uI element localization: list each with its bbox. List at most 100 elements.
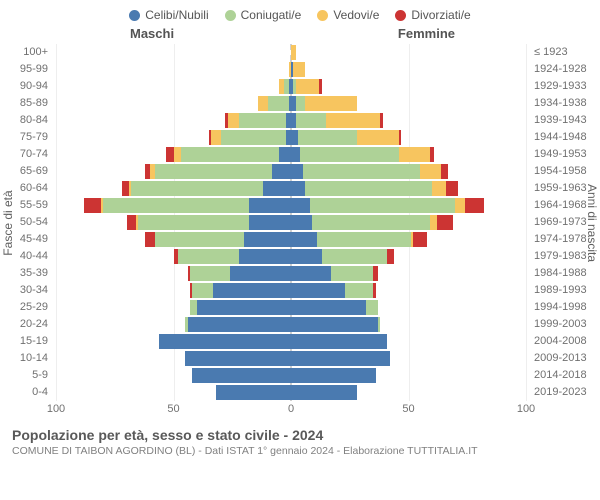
bar-segment-coniugati — [138, 215, 248, 230]
bar-segment-coniugati — [192, 283, 213, 298]
bar-segment-celibi — [244, 232, 291, 247]
bar-segment-celibi — [291, 334, 387, 349]
bar-segment-coniugati — [366, 300, 378, 315]
birth-year-label: 1969-1973 — [528, 214, 600, 231]
bar-segment-celibi — [291, 147, 300, 162]
bar-area — [56, 299, 526, 316]
bar-segment-celibi — [230, 266, 291, 281]
bar-segment-celibi — [291, 215, 312, 230]
bar-female — [291, 317, 380, 332]
birth-year-label: 2019-2023 — [528, 384, 600, 401]
bar-segment-coniugati — [155, 232, 244, 247]
age-label: 25-29 — [0, 299, 54, 316]
age-label: 5-9 — [0, 367, 54, 384]
bar-segment-coniugati — [181, 147, 280, 162]
bar-area — [56, 333, 526, 350]
bar-segment-divorziati — [373, 266, 378, 281]
bar-area — [56, 95, 526, 112]
pyramid-row: 15-192004-2008 — [0, 333, 600, 350]
bar-area — [56, 248, 526, 265]
age-label: 0-4 — [0, 384, 54, 401]
bar-male — [192, 368, 291, 383]
bar-segment-coniugati — [331, 266, 373, 281]
pyramid-row: 40-441979-1983 — [0, 248, 600, 265]
bar-segment-celibi — [249, 215, 291, 230]
bar-female — [291, 130, 401, 145]
bar-segment-celibi — [263, 181, 291, 196]
bar-segment-coniugati — [303, 164, 421, 179]
bar-segment-vedovi — [293, 62, 305, 77]
bar-segment-coniugati — [305, 181, 432, 196]
birth-year-label: 1954-1958 — [528, 163, 600, 180]
legend-item: Coniugati/e — [225, 8, 302, 22]
bar-segment-celibi — [192, 368, 291, 383]
bar-segment-celibi — [291, 181, 305, 196]
bar-segment-divorziati — [441, 164, 448, 179]
bar-segment-vedovi — [357, 130, 399, 145]
bar-segment-celibi — [197, 300, 291, 315]
bar-area — [56, 282, 526, 299]
bar-segment-vedovi — [399, 147, 430, 162]
bar-female — [291, 113, 383, 128]
age-label: 45-49 — [0, 231, 54, 248]
bar-segment-vedovi — [211, 130, 220, 145]
legend-label: Vedovi/e — [333, 8, 379, 22]
bar-segment-coniugati — [300, 147, 399, 162]
bar-segment-divorziati — [465, 198, 484, 213]
age-label: 35-39 — [0, 265, 54, 282]
birth-year-label: ≤ 1923 — [528, 44, 600, 61]
chart-title: Popolazione per età, sesso e stato civil… — [12, 427, 588, 443]
bar-segment-vedovi — [430, 215, 437, 230]
bar-female — [291, 351, 390, 366]
bar-area — [56, 316, 526, 333]
birth-year-label: 1984-1988 — [528, 265, 600, 282]
bar-segment-coniugati — [103, 198, 249, 213]
bar-male — [174, 249, 291, 264]
bar-segment-celibi — [291, 266, 331, 281]
bar-male — [159, 334, 291, 349]
bar-segment-divorziati — [399, 130, 401, 145]
pyramid-row: 0-4 2019-2023 — [0, 384, 600, 401]
bar-female — [291, 266, 378, 281]
bar-area — [56, 214, 526, 231]
bar-segment-divorziati — [380, 113, 382, 128]
bar-segment-celibi — [239, 249, 291, 264]
bar-area — [56, 129, 526, 146]
bar-area — [56, 44, 526, 61]
birth-year-label: 2014-2018 — [528, 367, 600, 384]
legend-swatch — [225, 10, 236, 21]
bar-male — [185, 351, 291, 366]
bar-segment-coniugati — [190, 266, 230, 281]
bar-segment-celibi — [216, 385, 291, 400]
pyramid-row: 5-9 2014-2018 — [0, 367, 600, 384]
chart-footer: Popolazione per età, sesso e stato civil… — [0, 417, 600, 463]
bar-segment-divorziati — [166, 147, 173, 162]
bar-male — [279, 79, 291, 94]
bar-segment-celibi — [291, 300, 366, 315]
age-label: 95-99 — [0, 61, 54, 78]
bar-segment-celibi — [291, 164, 303, 179]
bar-segment-celibi — [159, 334, 291, 349]
bar-segment-divorziati — [84, 198, 100, 213]
birth-year-label: 1929-1933 — [528, 78, 600, 95]
bar-female — [291, 79, 322, 94]
bar-segment-coniugati — [268, 96, 289, 111]
bar-male — [225, 113, 291, 128]
birth-year-label: 1939-1943 — [528, 112, 600, 129]
birth-year-label: 1934-1938 — [528, 95, 600, 112]
bar-segment-celibi — [272, 164, 291, 179]
bar-female — [291, 283, 376, 298]
bar-area — [56, 231, 526, 248]
bar-segment-divorziati — [319, 79, 321, 94]
pyramid-row: 45-491974-1978 — [0, 231, 600, 248]
bar-segment-vedovi — [291, 45, 296, 60]
x-axis: 10050050100 — [56, 401, 526, 417]
bar-segment-divorziati — [145, 232, 154, 247]
bar-segment-coniugati — [298, 130, 357, 145]
pyramid-row: 25-291994-1998 — [0, 299, 600, 316]
bar-female — [291, 368, 376, 383]
bar-female — [291, 249, 394, 264]
bar-segment-vedovi — [455, 198, 464, 213]
pyramid-row: 30-341989-1993 — [0, 282, 600, 299]
legend-item: Celibi/Nubili — [129, 8, 208, 22]
